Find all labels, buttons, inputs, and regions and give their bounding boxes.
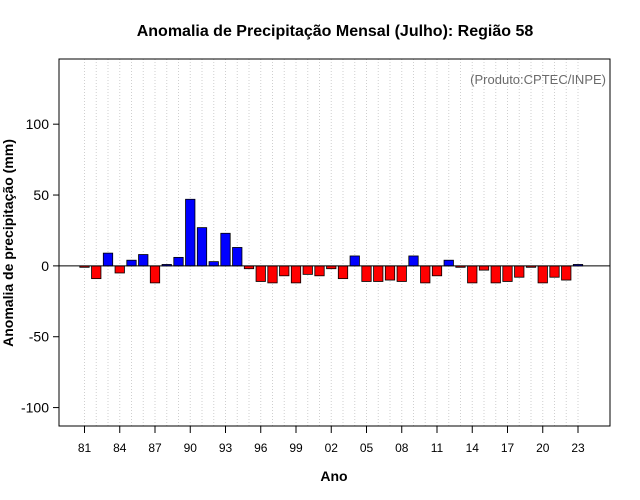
x-axis-title: Ano <box>320 468 347 484</box>
x-tick-label: 84 <box>113 441 127 455</box>
bar-2008 <box>396 265 407 282</box>
bar-2005 <box>361 265 372 282</box>
bar-2006 <box>373 265 384 282</box>
bar-1984 <box>114 265 125 274</box>
bar-1990 <box>185 198 196 267</box>
bar-2015 <box>478 265 490 271</box>
bar-2000 <box>302 265 313 275</box>
bar-1993 <box>220 232 231 267</box>
bar-2022 <box>561 265 572 281</box>
bar-2011 <box>431 265 443 277</box>
bar-2017 <box>502 265 513 282</box>
bar-2004 <box>349 255 360 267</box>
bar-2012 <box>443 259 454 267</box>
y-tick-label: 50 <box>33 187 49 203</box>
x-tick-label: 23 <box>571 441 585 455</box>
x-tick-label: 96 <box>254 441 268 455</box>
bar-1989 <box>173 256 184 267</box>
x-tick-label: 14 <box>466 441 480 455</box>
bar-1983 <box>102 252 114 267</box>
y-tick-label: 100 <box>26 116 50 132</box>
x-tick-label: 93 <box>219 441 233 455</box>
x-tick-label: 08 <box>395 441 409 455</box>
bar-2016 <box>490 265 501 284</box>
bar-2010 <box>420 265 431 284</box>
bar-2018 <box>514 265 525 278</box>
bar-1992 <box>208 261 219 267</box>
y-tick-label: -100 <box>21 400 49 416</box>
y-axis: -100 -50 0 50 100 <box>21 116 59 416</box>
bar-2014 <box>467 265 478 284</box>
chart-title: Anomalia de Precipitação Mensal (Julho):… <box>137 23 534 40</box>
bar-2021 <box>549 265 560 278</box>
bar-1999 <box>290 265 302 284</box>
bar-2020 <box>537 265 548 284</box>
y-tick-label: 0 <box>41 258 49 274</box>
x-tick-label: 05 <box>360 441 374 455</box>
y-axis-title: Anomalia de precipitação (mm) <box>0 139 16 347</box>
x-tick-label: 11 <box>431 441 444 455</box>
bars <box>79 198 584 284</box>
bar-1994 <box>232 247 243 267</box>
bar-2001 <box>314 265 325 277</box>
x-tick-label: 02 <box>325 441 339 455</box>
x-tick-label: 87 <box>148 441 162 455</box>
bar-1985 <box>126 259 137 267</box>
bar-1996 <box>255 265 266 282</box>
bar-1991 <box>196 227 208 267</box>
bar-1987 <box>149 265 161 284</box>
y-tick-label: -50 <box>29 329 49 345</box>
bar-2007 <box>384 265 396 281</box>
x-tick-label: 99 <box>289 441 303 455</box>
bar-1982 <box>91 265 102 280</box>
x-axis: 81 84 87 90 93 96 99 02 05 08 11 14 17 20 23 <box>78 426 585 455</box>
bar-1998 <box>279 265 290 277</box>
plot-frame <box>58 58 611 427</box>
x-tick-label: 20 <box>536 441 550 455</box>
bar-2009 <box>408 255 419 267</box>
gridlines <box>84 59 579 426</box>
bar-1997 <box>267 265 278 284</box>
bar-1986 <box>138 254 149 267</box>
x-tick-label: 81 <box>78 441 92 455</box>
x-tick-label: 90 <box>184 441 198 455</box>
bar-2003 <box>337 265 349 280</box>
x-tick-label: 17 <box>501 441 515 455</box>
credit-label: (Produto:CPTEC/INPE) <box>470 72 606 87</box>
